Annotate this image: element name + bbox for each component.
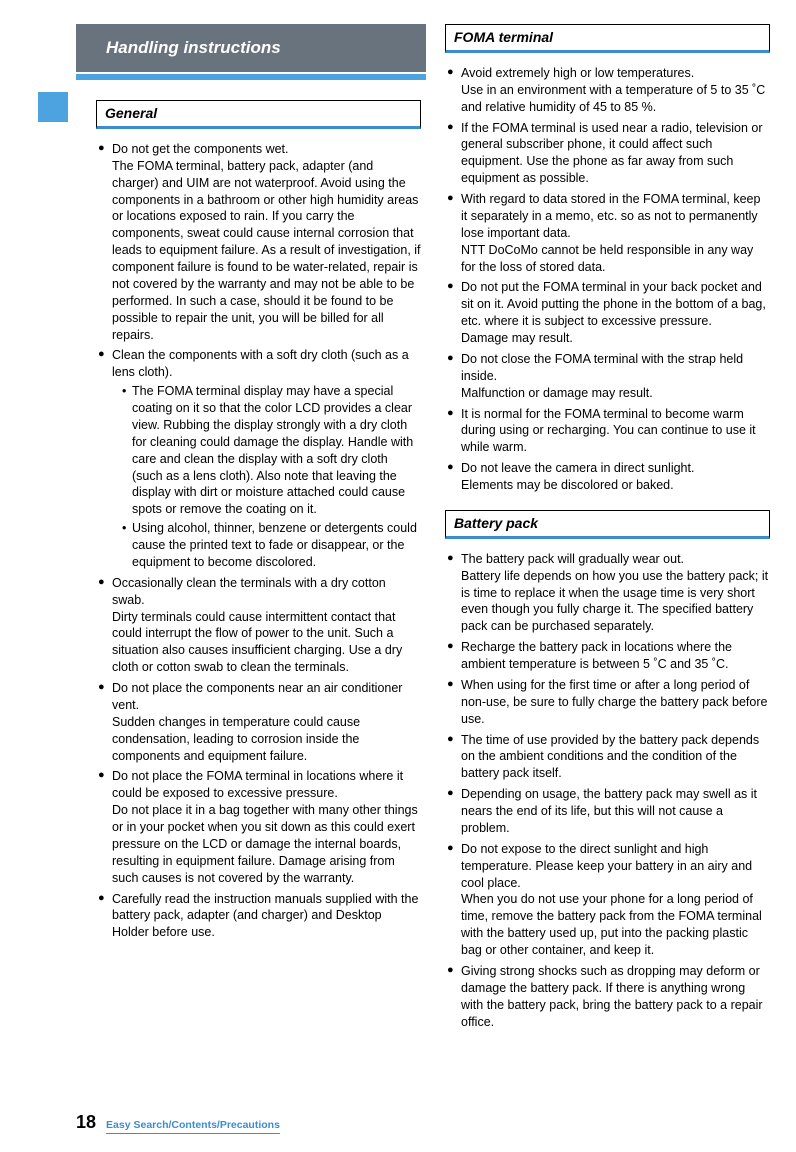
list-item: It is normal for the FOMA terminal to be… [447, 406, 770, 457]
item-body: Damage may result. [461, 330, 770, 347]
section-heading-battery: Battery pack [445, 510, 770, 539]
list-item: Recharge the battery pack in locations w… [447, 639, 770, 673]
list-item: Do not put the FOMA terminal in your bac… [447, 279, 770, 347]
list-item: The battery pack will gradually wear out… [447, 551, 770, 635]
item-lead: Do not expose to the direct sunlight and… [461, 841, 770, 892]
list-item: Giving strong shocks such as dropping ma… [447, 963, 770, 1031]
sub-item: The FOMA terminal display may have a spe… [122, 383, 421, 518]
right-column: FOMA terminal Avoid extremely high or lo… [445, 24, 770, 1046]
list-item: Carefully read the instruction manuals s… [98, 891, 421, 942]
item-lead: Do not place the FOMA terminal in locati… [112, 768, 421, 802]
list-item: Do not close the FOMA terminal with the … [447, 351, 770, 402]
list-item: Do not expose to the direct sunlight and… [447, 841, 770, 959]
list-item: Occasionally clean the terminals with a … [98, 575, 421, 676]
page-footer: 18 Easy Search/Contents/Precautions [76, 1110, 280, 1134]
battery-list: The battery pack will gradually wear out… [445, 551, 770, 1031]
item-lead: It is normal for the FOMA terminal to be… [461, 406, 770, 457]
sub-item: Using alcohol, thinner, benzene or deter… [122, 520, 421, 571]
list-item: Depending on usage, the battery pack may… [447, 786, 770, 837]
item-lead: Avoid extremely high or low temperatures… [461, 65, 770, 82]
item-body: Elements may be discolored or baked. [461, 477, 770, 494]
item-lead: Occasionally clean the terminals with a … [112, 575, 421, 609]
banner-blue-strip [76, 74, 426, 80]
item-lead: Depending on usage, the battery pack may… [461, 786, 770, 837]
item-lead: Giving strong shocks such as dropping ma… [461, 963, 770, 1031]
item-body: Battery life depends on how you use the … [461, 568, 770, 636]
item-lead: Do not close the FOMA terminal with the … [461, 351, 770, 385]
footer-section-label: Easy Search/Contents/Precautions [106, 1118, 280, 1134]
list-item: The time of use provided by the battery … [447, 732, 770, 783]
left-column: Handling instructions General Do not get… [96, 24, 421, 1046]
page-content: Handling instructions General Do not get… [0, 0, 796, 1066]
item-body: The FOMA terminal, battery pack, adapter… [112, 158, 421, 344]
section-heading-general: General [96, 100, 421, 129]
general-list: Do not get the components wet. The FOMA … [96, 141, 421, 941]
page-number: 18 [76, 1110, 96, 1134]
item-lead: Carefully read the instruction manuals s… [112, 891, 421, 942]
item-lead: Do not leave the camera in direct sunlig… [461, 460, 770, 477]
item-lead: The battery pack will gradually wear out… [461, 551, 770, 568]
side-tab-marker [38, 92, 68, 122]
list-item: Do not place the FOMA terminal in locati… [98, 768, 421, 886]
item-lead: Recharge the battery pack in locations w… [461, 639, 770, 673]
sub-list: The FOMA terminal display may have a spe… [112, 383, 421, 571]
foma-list: Avoid extremely high or low temperatures… [445, 65, 770, 494]
list-item: With regard to data stored in the FOMA t… [447, 191, 770, 275]
item-lead: Do not put the FOMA terminal in your bac… [461, 279, 770, 330]
list-item: Clean the components with a soft dry clo… [98, 347, 421, 570]
item-body: Malfunction or damage may result. [461, 385, 770, 402]
item-body: Sudden changes in temperature could caus… [112, 714, 421, 765]
item-body: Use in an environment with a temperature… [461, 82, 770, 116]
item-body: NTT DoCoMo cannot be held responsible in… [461, 242, 770, 276]
list-item: Avoid extremely high or low temperatures… [447, 65, 770, 116]
item-lead: Do not place the components near an air … [112, 680, 421, 714]
item-lead: If the FOMA terminal is used near a radi… [461, 120, 770, 188]
item-lead: Clean the components with a soft dry clo… [112, 347, 421, 381]
list-item: Do not leave the camera in direct sunlig… [447, 460, 770, 494]
item-lead: Do not get the components wet. [112, 141, 421, 158]
list-item: If the FOMA terminal is used near a radi… [447, 120, 770, 188]
section-heading-foma: FOMA terminal [445, 24, 770, 53]
list-item: Do not get the components wet. The FOMA … [98, 141, 421, 344]
item-lead: With regard to data stored in the FOMA t… [461, 191, 770, 242]
title-banner: Handling instructions [96, 24, 421, 72]
item-body: Do not place it in a bag together with m… [112, 802, 421, 886]
item-lead: When using for the first time or after a… [461, 677, 770, 728]
list-item: When using for the first time or after a… [447, 677, 770, 728]
item-body: Dirty terminals could cause intermittent… [112, 609, 421, 677]
list-item: Do not place the components near an air … [98, 680, 421, 764]
banner-title: Handling instructions [96, 24, 421, 60]
item-lead: The time of use provided by the battery … [461, 732, 770, 783]
item-body: When you do not use your phone for a lon… [461, 891, 770, 959]
